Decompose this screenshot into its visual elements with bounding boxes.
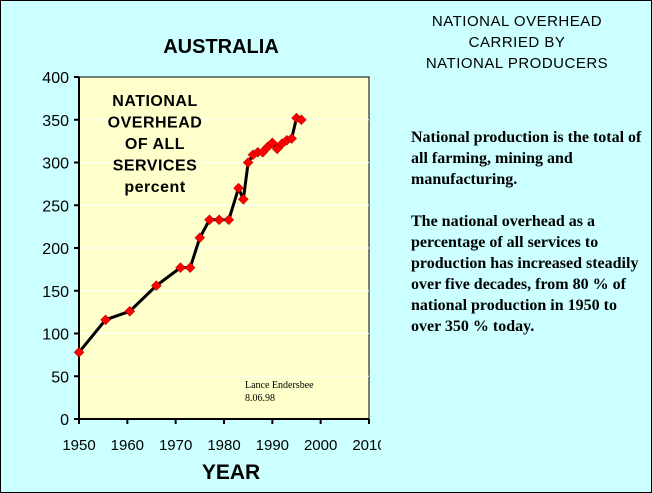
x-tick-label: 1950 — [62, 437, 95, 454]
y-tick-label: 100 — [42, 327, 69, 344]
side-title-line: CARRIED BY — [468, 34, 566, 51]
data-point — [266, 137, 278, 149]
description-paragraph: The national overhead as a percentage of… — [411, 213, 639, 335]
x-tick-label: 1990 — [256, 437, 289, 454]
data-point — [233, 182, 244, 194]
line-chart: 0 50 100 150 200 250 300 350 400 1950 1960 1970 1980… — [42, 36, 381, 484]
data-point — [286, 133, 298, 144]
data-point — [223, 214, 235, 226]
x-tick-label: 1960 — [111, 437, 144, 454]
data-point — [150, 280, 162, 291]
data-point — [73, 346, 85, 358]
side-title: NATIONAL OVERHEAD CARRIED BY NATIONAL PR… — [381, 11, 651, 74]
annotation-line: NATIONAL — [112, 93, 197, 110]
y-tick-label: 400 — [42, 70, 69, 87]
data-point — [295, 114, 307, 126]
data-point — [213, 214, 225, 226]
x-tick-label: 2010 — [352, 437, 381, 454]
description-paragraph: National production is the total of all … — [411, 129, 642, 188]
data-point — [237, 193, 249, 205]
side-title-line: NATIONAL PRODUCERS — [425, 55, 609, 72]
side-title-line: NATIONAL OVERHEAD — [431, 13, 603, 30]
y-tick-label: 350 — [42, 113, 69, 130]
y-tick-label: 0 — [60, 412, 69, 429]
y-tick-label: 250 — [42, 198, 69, 215]
chart-title: AUSTRALIA — [163, 36, 279, 58]
x-tick-label: 1980 — [207, 437, 240, 454]
credit-line: 8.06.98 — [245, 393, 275, 404]
y-tick-label: 200 — [42, 241, 69, 258]
annotation-line: SERVICES — [113, 158, 198, 175]
x-tick-label: 1970 — [159, 437, 192, 454]
data-point — [204, 214, 215, 226]
annotation-line: percent — [124, 179, 185, 196]
y-tick-label: 50 — [51, 369, 69, 386]
y-tick-label: 300 — [42, 156, 69, 173]
x-axis-label: YEAR — [202, 461, 260, 484]
y-tick-label: 150 — [42, 284, 69, 301]
data-point — [194, 232, 206, 244]
data-point — [175, 262, 186, 274]
x-tick-label: 2000 — [304, 437, 337, 454]
data-point — [242, 157, 254, 168]
credit-line: Lance Endersbee — [245, 380, 314, 391]
data-point — [100, 314, 111, 326]
annotation-line: OVERHEAD — [108, 115, 203, 132]
annotation-line: OF ALL — [125, 136, 185, 153]
data-point — [184, 262, 196, 274]
data-point — [124, 305, 136, 317]
